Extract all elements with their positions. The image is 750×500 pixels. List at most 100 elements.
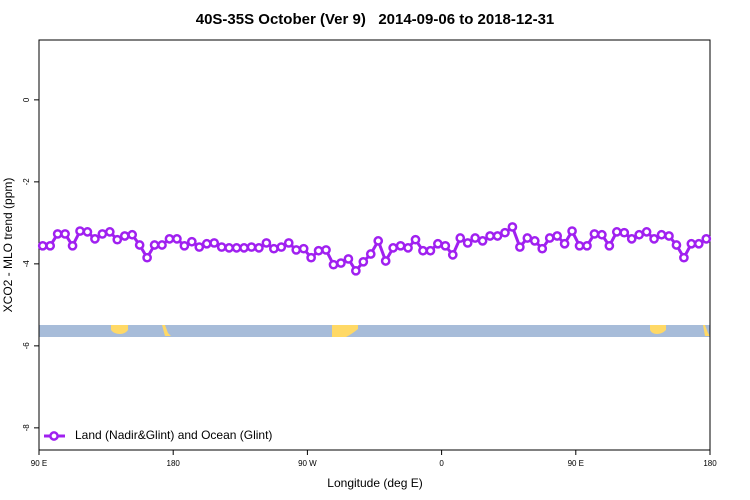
point [336,258,346,268]
point [470,233,480,243]
point [515,242,525,252]
point [172,234,182,244]
point [388,243,398,253]
x-tick-label: 0 [439,459,444,468]
point [97,229,108,239]
y-tick-label: -2 [22,178,31,186]
x-tick-label: 90 E [568,459,584,468]
point [179,240,190,251]
point [529,236,540,246]
point [142,252,152,263]
point [298,243,309,254]
legend-label: Land (Nadir&Glint) and Ocean (Glint) [75,428,272,442]
point [224,243,234,253]
point [403,243,413,253]
legend-marker [49,431,59,441]
point [507,222,518,232]
point [544,233,555,243]
point [209,238,220,248]
point [611,227,622,237]
point [410,234,421,245]
point [246,242,257,252]
point [500,227,510,238]
point [440,240,451,251]
point [104,227,115,237]
point [313,245,324,256]
point [462,238,473,248]
point [634,229,645,240]
point [686,238,697,249]
x-axis-label: Longitude (deg E) [327,476,422,490]
point [276,242,287,252]
point [664,231,674,241]
point [112,234,123,245]
y-tick-label: -6 [22,342,31,350]
point [485,231,495,241]
point [186,236,197,247]
y-tick-label: 0 [22,97,31,102]
point [418,245,428,256]
point [395,240,406,251]
point [60,229,70,239]
point [425,245,436,256]
x-tick-label: 90 W [298,459,317,468]
x-tick-label: 180 [703,459,717,468]
point [619,227,630,238]
point [239,243,249,253]
y-tick-label: -4 [22,260,31,268]
point [649,234,659,244]
point [127,229,138,240]
point [343,254,354,264]
point [447,249,458,260]
point [604,240,615,251]
point [216,242,227,252]
point [37,240,48,251]
point [261,238,272,248]
point [626,234,637,244]
point [589,229,600,239]
point [328,259,339,270]
point [157,240,167,250]
point [254,243,264,253]
point [358,256,369,267]
point [149,240,160,250]
point [365,249,376,259]
point [574,240,585,251]
point [75,226,85,236]
point [552,231,563,241]
point [82,227,93,237]
point [455,233,466,243]
y-axis-label: XCO2 - MLO trend (ppm) [1,178,15,313]
point [597,229,607,240]
point [559,238,570,249]
point [164,234,175,244]
point [693,238,704,249]
point [679,252,689,263]
point [269,243,279,254]
point [321,245,331,255]
chart-title: 40S-35S October (Ver 9) 2014-09-06 to 20… [196,11,555,28]
point [67,240,78,251]
point [283,238,294,248]
point [433,238,443,249]
point [90,234,100,244]
point [492,231,503,241]
point [134,240,145,250]
point [119,231,130,241]
point [373,236,384,246]
y-tick-label: -8 [22,424,31,432]
point [567,226,577,236]
point [231,243,242,253]
point [641,227,652,237]
land-ocean-strip [39,325,710,337]
point [45,240,56,251]
point [671,240,682,250]
point [582,240,592,251]
point [537,243,548,254]
point [656,229,667,240]
point [522,233,533,243]
point [52,229,63,239]
x-tick-label: 180 [167,459,181,468]
point [351,265,361,276]
